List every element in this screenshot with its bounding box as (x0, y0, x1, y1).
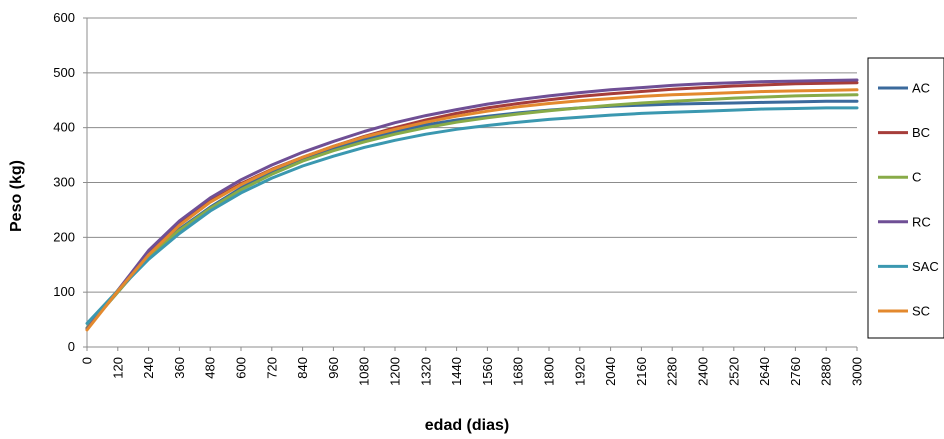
x-tick-label: 2760 (788, 357, 803, 386)
y-tick-label: 0 (68, 339, 75, 354)
x-tick-label: 840 (295, 357, 310, 379)
x-tick-label: 120 (110, 357, 125, 379)
axes (83, 17, 858, 351)
x-tick-label: 1920 (572, 357, 587, 386)
series-line-c (85, 93, 859, 330)
series-line-sac (85, 106, 859, 325)
x-tick-label: 2280 (665, 357, 680, 386)
series-lines (85, 78, 859, 332)
x-tick-label: 3000 (850, 357, 865, 386)
y-tick-label: 100 (53, 284, 75, 299)
x-tick-label: 1800 (542, 357, 557, 386)
legend-label-bc: BC (912, 125, 930, 140)
y-axis-tick-labels: 0 100 200 300 400 500 600 (53, 10, 75, 354)
x-tick-label: 1080 (357, 357, 372, 386)
x-tick-label: 1320 (418, 357, 433, 386)
x-tick-label: 1560 (480, 357, 495, 386)
x-tick-label: 1200 (388, 357, 403, 386)
legend-box (867, 57, 944, 339)
x-tick-label: 2400 (696, 357, 711, 386)
series-line-rc (85, 78, 859, 331)
x-tick-label: 0 (80, 357, 95, 364)
y-tick-label: 300 (53, 175, 75, 190)
x-tick-label: 600 (234, 357, 249, 379)
x-axis-title: edad (dias) (425, 417, 509, 434)
x-tick-label: 2040 (603, 357, 618, 386)
legend: AC BC C RC SAC SC (867, 57, 944, 339)
gridlines (87, 17, 857, 293)
x-tick-label: 2640 (757, 357, 772, 386)
x-tick-label: 360 (172, 357, 187, 379)
y-tick-label: 600 (53, 10, 75, 25)
x-axis-tick-labels: 0 120 240 360 480 600 720 840 960 1080 1200 1320 144… (80, 357, 865, 386)
legend-label-rc: RC (912, 214, 931, 229)
x-tick-label: 240 (141, 357, 156, 379)
x-tick-label: 480 (203, 357, 218, 379)
y-tick-label: 400 (53, 120, 75, 135)
y-axis-title: Peso (kg) (8, 160, 25, 232)
y-tick-label: 500 (53, 65, 75, 80)
x-tick-label: 2880 (819, 357, 834, 386)
x-tick-label: 1680 (511, 357, 526, 386)
x-tick-label: 960 (326, 357, 341, 379)
x-tick-label: 720 (264, 357, 279, 379)
legend-label-ac: AC (912, 81, 930, 96)
x-tick-label: 1440 (449, 357, 464, 386)
x-tick-label: 2160 (634, 357, 649, 386)
y-tick-label: 200 (53, 229, 75, 244)
legend-label-sc: SC (912, 304, 930, 319)
legend-label-sac: SAC (912, 259, 939, 274)
x-tick-label: 2520 (726, 357, 741, 386)
series-line-sc (85, 88, 859, 332)
legend-label-c: C (912, 170, 921, 185)
